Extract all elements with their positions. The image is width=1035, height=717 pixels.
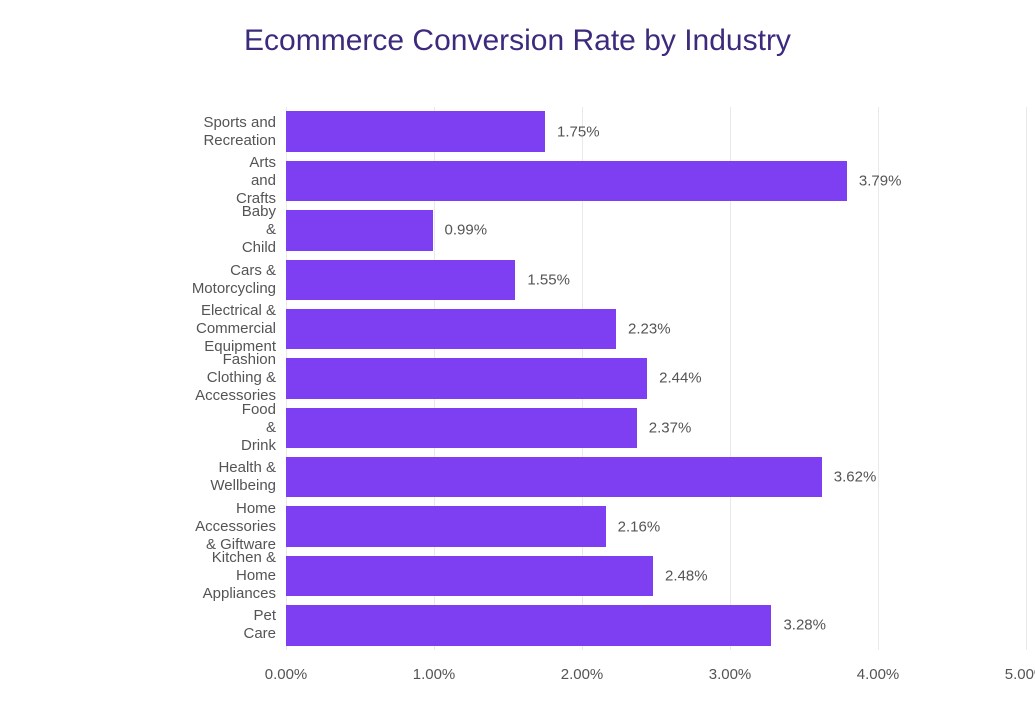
bar (286, 309, 616, 349)
category-label: Cars & Motorcycling (192, 262, 286, 298)
bar (286, 358, 647, 398)
x-tick-label: 3.00% (709, 666, 752, 683)
category-label: Fashion Clothing & Accessories (195, 351, 286, 405)
category-label: Pet Care (243, 607, 286, 643)
value-label: 1.55% (527, 271, 570, 288)
x-tick-label: 4.00% (857, 666, 900, 683)
bar-row: Kitchen & Home Appliances2.48% (286, 551, 1026, 600)
category-label: Food & Drink (241, 401, 286, 455)
bar (286, 161, 847, 201)
plot-area: 0.00%1.00%2.00%3.00%4.00%5.00%Sports and… (286, 107, 1026, 650)
bar (286, 605, 771, 645)
category-label: Home Accessories & Giftware (195, 500, 286, 554)
chart-title: Ecommerce Conversion Rate by Industry (0, 0, 1035, 58)
bar (286, 408, 637, 448)
category-label: Arts and Crafts (236, 154, 286, 208)
bar-row: Cars & Motorcycling1.55% (286, 255, 1026, 304)
bar-row: Home Accessories & Giftware2.16% (286, 502, 1026, 551)
bar (286, 457, 822, 497)
bar-row: Food & Drink2.37% (286, 403, 1026, 452)
x-tick-label: 5.00% (1005, 666, 1035, 683)
value-label: 2.37% (649, 419, 692, 436)
bar-row: Arts and Crafts3.79% (286, 156, 1026, 205)
bar-row: Fashion Clothing & Accessories2.44% (286, 354, 1026, 403)
x-tick-label: 0.00% (265, 666, 308, 683)
bar (286, 506, 606, 546)
bar-row: Electrical & Commercial Equipment2.23% (286, 304, 1026, 353)
category-label: Health & Wellbeing (210, 459, 286, 495)
bar-row: Baby & Child0.99% (286, 206, 1026, 255)
value-label: 3.62% (834, 469, 877, 486)
bar-row: Health & Wellbeing3.62% (286, 453, 1026, 502)
value-label: 2.23% (628, 321, 671, 338)
category-label: Baby & Child (242, 203, 286, 257)
value-label: 0.99% (445, 222, 488, 239)
bar (286, 210, 433, 250)
value-label: 3.79% (859, 173, 902, 190)
value-label: 1.75% (557, 123, 600, 140)
value-label: 3.28% (783, 617, 826, 634)
bar (286, 111, 545, 151)
x-tick-label: 1.00% (413, 666, 456, 683)
category-label: Sports and Recreation (203, 114, 286, 150)
category-label: Electrical & Commercial Equipment (196, 302, 286, 356)
bar-row: Pet Care3.28% (286, 601, 1026, 650)
bar (286, 556, 653, 596)
value-label: 2.48% (665, 567, 708, 584)
bar-row: Sports and Recreation1.75% (286, 107, 1026, 156)
bar (286, 260, 515, 300)
value-label: 2.44% (659, 370, 702, 387)
value-label: 2.16% (618, 518, 661, 535)
gridline (1026, 107, 1027, 650)
x-tick-label: 2.00% (561, 666, 604, 683)
category-label: Kitchen & Home Appliances (203, 549, 286, 603)
